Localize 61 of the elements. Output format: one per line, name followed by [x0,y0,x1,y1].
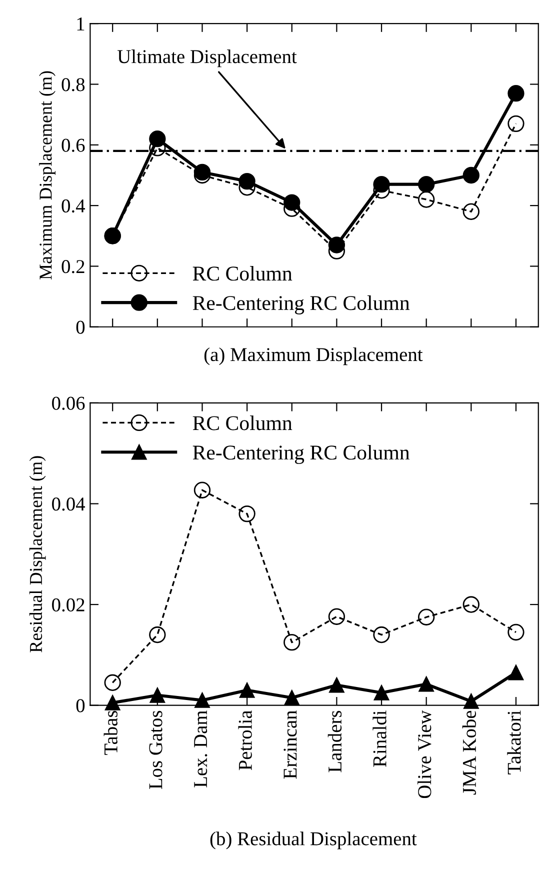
y-tick-label: 0.04 [52,498,86,511]
point [238,505,256,522]
y-axis-title: Maximum Displacement (m) [39,71,56,280]
point [239,682,255,698]
y-tick-label: 0 [76,320,85,334]
point [462,596,480,613]
point [418,676,434,692]
point [328,608,346,625]
point [374,685,390,700]
point [194,482,211,498]
point [194,692,210,708]
point [462,203,480,220]
x-tick-label: Takatori [507,710,521,774]
y-tick-label: 0.06 [52,396,85,410]
point [373,176,390,193]
point [418,176,435,193]
y-axis-title: Residual Displacement (m) [29,456,46,652]
x-tick-label: Los Gatos [149,710,162,790]
text: (b) Residual Displacement [210,832,417,850]
point [329,678,344,693]
y-tick-label: 1 [77,18,84,30]
point [508,85,524,102]
point [508,664,524,680]
x-tick-label: Erzincan [284,710,297,779]
legend-label: Re-Centering RC Column [192,295,410,314]
point [328,236,346,254]
legend-label: RC Column [192,266,292,281]
legend-label: Re-Centering RC Column [192,444,410,464]
x-tick-label: Rinaldi [372,710,386,767]
y-tick-label: 0.2 [62,260,84,274]
point [508,115,524,132]
x-tick-label: Lex. Dam [194,710,208,788]
point [284,634,300,651]
point [418,608,435,626]
y-tick-label: 0.6 [62,138,85,152]
x-tick-label: Olive View [418,710,432,798]
x-tick-label: Tabas [104,710,118,755]
legend-label: RC Column [192,416,292,430]
point [194,164,211,181]
x-tick-label: Petrolia [238,710,252,770]
ref-line-label: Ultimate Displacement [117,50,297,68]
y-tick-label: 0.4 [62,199,86,213]
x-tick-label: Landers [328,710,342,772]
x-tick-label: JMA Kobe [462,710,476,795]
point [464,694,479,709]
point [508,624,524,641]
point [373,626,390,644]
point [238,172,256,190]
point [418,191,435,208]
point [149,626,166,644]
y-tick-label: 0.8 [62,78,85,92]
text: (a) Maximum Displacement [204,347,423,366]
point [150,688,166,703]
point [284,194,300,211]
point [104,695,120,710]
point [149,130,166,148]
y-tick-label: 0.02 [52,598,84,612]
y-tick-label: 0 [76,699,85,712]
point [462,166,480,184]
point [104,674,121,691]
point [284,690,300,706]
